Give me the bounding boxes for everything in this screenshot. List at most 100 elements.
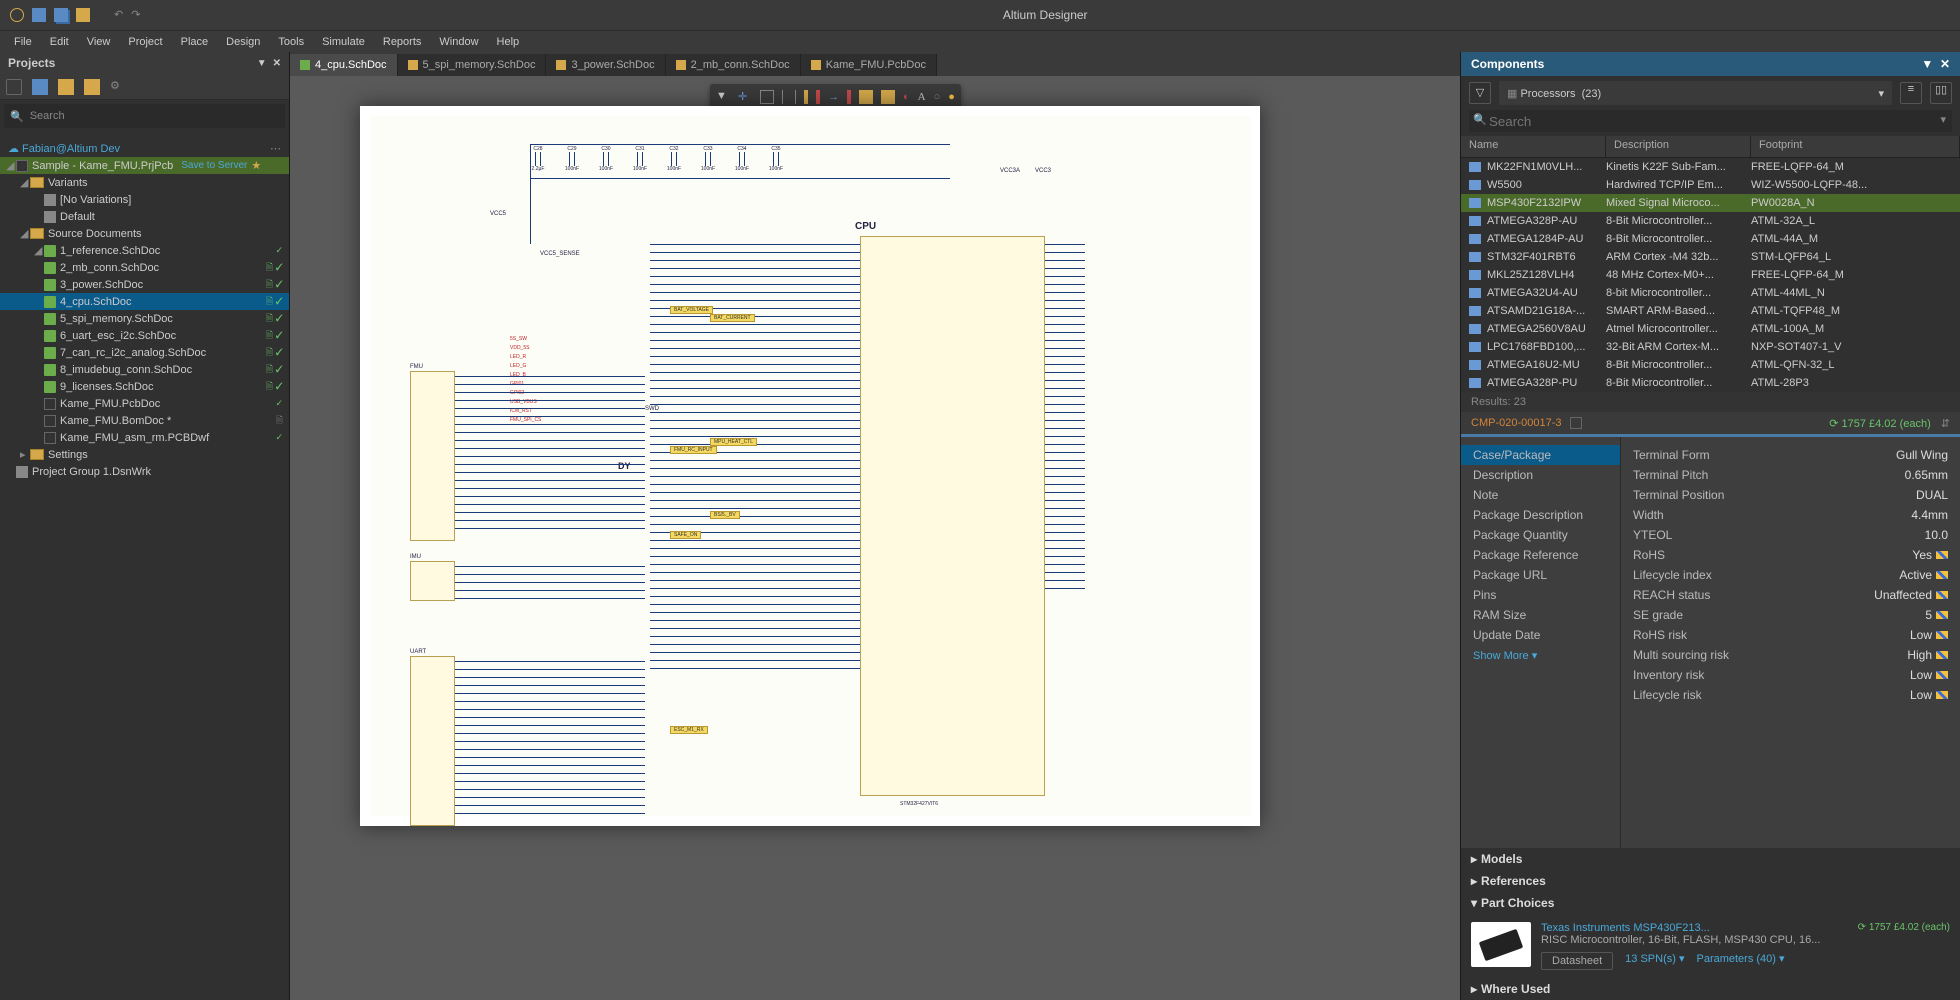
param-Update Date[interactable]: Update Date xyxy=(1473,625,1608,645)
menu-reports[interactable]: Reports xyxy=(375,34,430,50)
redo-icon[interactable]: ↷ xyxy=(131,8,140,22)
spn-link[interactable]: 13 SPN(s) ▾ xyxy=(1625,952,1684,970)
component-row[interactable]: ATMEGA1284P-AU8-Bit Microcontroller...AT… xyxy=(1461,230,1960,248)
tab-Kame_FMU.PcbDoc[interactable]: Kame_FMU.PcbDoc xyxy=(801,54,937,76)
save-all-icon[interactable] xyxy=(54,8,68,22)
part-choices-section[interactable]: ▾ Part Choices xyxy=(1461,892,1960,914)
compile-icon[interactable] xyxy=(32,79,48,95)
menu-project[interactable]: Project xyxy=(120,34,170,50)
param-Package Reference[interactable]: Package Reference xyxy=(1473,545,1608,565)
menu-file[interactable]: File xyxy=(6,34,40,50)
tree-5_spi_memory.SchDoc[interactable]: 5_spi_memory.SchDoc🗎 ✓ xyxy=(0,310,289,327)
tree-8_imudebug_conn.SchDoc[interactable]: 8_imudebug_conn.SchDoc🗎 ✓ xyxy=(0,361,289,378)
close-panel-icon[interactable]: ✕ xyxy=(1940,57,1950,71)
menu-simulate[interactable]: Simulate xyxy=(314,34,373,50)
checkbox-icon[interactable] xyxy=(1570,417,1582,429)
models-section[interactable]: ▸ Models xyxy=(1461,848,1960,870)
menu-place[interactable]: Place xyxy=(173,34,217,50)
param-Package Quantity[interactable]: Package Quantity xyxy=(1473,525,1608,545)
pin-icon[interactable]: ▼ xyxy=(257,58,267,69)
component-row[interactable]: ATMEGA328P-AU8-Bit Microcontroller...ATM… xyxy=(1461,212,1960,230)
folder-icon[interactable] xyxy=(58,79,74,95)
tree-9_licenses.SchDoc[interactable]: 9_licenses.SchDoc🗎 ✓ xyxy=(0,378,289,395)
component-row[interactable]: ATMEGA2560V8AUAtmel Microcontroller...AT… xyxy=(1461,320,1960,338)
component-row[interactable]: MK22FN1M0VLH...Kinetis K22F Sub-Fam...FR… xyxy=(1461,158,1960,176)
tab-5_spi_memory.SchDoc[interactable]: 5_spi_memory.SchDoc xyxy=(398,54,547,76)
arrow-icon[interactable]: → xyxy=(828,91,839,103)
tab-4_cpu.SchDoc[interactable]: 4_cpu.SchDoc xyxy=(290,54,398,76)
menu-window[interactable]: Window xyxy=(431,34,486,50)
chip-icon[interactable] xyxy=(859,90,873,104)
component-row[interactable]: MSP430F2132IPWMixed Signal Microco...PW0… xyxy=(1461,194,1960,212)
component-row[interactable]: LPC1768FBD100,...32-Bit ARM Cortex-M...N… xyxy=(1461,338,1960,356)
tree-Kame_FMU.BomDoc *[interactable]: Kame_FMU.BomDoc *🗎 xyxy=(0,412,289,429)
refresh-icon[interactable] xyxy=(6,79,22,95)
funnel-icon[interactable]: ▽ xyxy=(1469,82,1491,104)
param-Description[interactable]: Description xyxy=(1473,465,1608,485)
component-row[interactable]: STM32F401RBT6ARM Cortex -M4 32b...STM-LQ… xyxy=(1461,248,1960,266)
tree-Source Documents[interactable]: ◢Source Documents xyxy=(0,225,289,242)
tree-6_uart_esc_i2c.SchDoc[interactable]: 6_uart_esc_i2c.SchDoc🗎 ✓ xyxy=(0,327,289,344)
menu-tools[interactable]: Tools xyxy=(270,34,312,50)
grid-view-icon[interactable]: ▯▯ xyxy=(1930,82,1952,104)
component-row[interactable]: ATMEGA16U2-MU8-Bit Microcontroller...ATM… xyxy=(1461,356,1960,374)
tree-Variants[interactable]: ◢Variants xyxy=(0,174,289,191)
tree-Sample - Kame_FMU.PrjPcb[interactable]: ◢Sample - Kame_FMU.PrjPcb Save to Server… xyxy=(0,157,289,174)
back-icon[interactable] xyxy=(10,8,24,22)
red-icon[interactable]: ◐ xyxy=(903,91,910,103)
component-row[interactable]: ATSAMD21G18A-...SMART ARM-Based...ATML-T… xyxy=(1461,302,1960,320)
menu-help[interactable]: Help xyxy=(489,34,528,50)
folder2-icon[interactable] xyxy=(84,79,100,95)
param-Note[interactable]: Note xyxy=(1473,485,1608,505)
search-caret-icon[interactable]: ▾ xyxy=(1940,113,1946,126)
projects-search[interactable]: 🔍 Search xyxy=(4,104,285,128)
params-link[interactable]: Parameters (40) ▾ xyxy=(1696,952,1784,970)
tree-Default[interactable]: Default xyxy=(0,208,289,225)
align-icon[interactable] xyxy=(782,90,796,104)
component-search[interactable] xyxy=(1469,110,1952,132)
chip2-icon[interactable] xyxy=(881,90,895,104)
bar2-icon[interactable] xyxy=(816,90,820,104)
open-icon[interactable] xyxy=(76,8,90,22)
param-Case/Package[interactable]: Case/Package xyxy=(1461,445,1620,465)
tab-3_power.SchDoc[interactable]: 3_power.SchDoc xyxy=(546,54,665,76)
bar3-icon[interactable] xyxy=(847,90,851,104)
circle-icon[interactable]: ○ xyxy=(934,91,941,103)
close-icon[interactable]: ✕ xyxy=(273,58,281,69)
component-row[interactable]: W5500Hardwired TCP/IP Em...WIZ-W5500-LQF… xyxy=(1461,176,1960,194)
bar1-icon[interactable] xyxy=(804,90,808,104)
component-row[interactable]: MKL25Z128VLH448 MHz Cortex-M0+...FREE-LQ… xyxy=(1461,266,1960,284)
menu-view[interactable]: View xyxy=(79,34,119,50)
references-section[interactable]: ▸ References xyxy=(1461,870,1960,892)
tree-2_mb_conn.SchDoc[interactable]: 2_mb_conn.SchDoc🗎 ✓ xyxy=(0,259,289,276)
box-icon[interactable] xyxy=(760,90,774,104)
menu-design[interactable]: Design xyxy=(218,34,268,50)
tree-Settings[interactable]: ▸Settings xyxy=(0,446,289,463)
param-Pins[interactable]: Pins xyxy=(1473,585,1608,605)
tree-Kame_FMU.PcbDoc[interactable]: Kame_FMU.PcbDoc✓ xyxy=(0,395,289,412)
tree-4_cpu.SchDoc[interactable]: 4_cpu.SchDoc🗎 ✓ xyxy=(0,293,289,310)
dot-icon[interactable]: ● xyxy=(948,91,955,103)
param-Package Description[interactable]: Package Description xyxy=(1473,505,1608,525)
schematic-canvas[interactable]: CPUC282.2µFC29100nFC30100nFC31100nFC3210… xyxy=(360,106,1260,826)
component-row[interactable]: ATMEGA328P-PU8-Bit Microcontroller...ATM… xyxy=(1461,374,1960,392)
cross-icon[interactable]: ✛ xyxy=(738,90,752,104)
show-more-link[interactable]: Show More ▾ xyxy=(1473,645,1608,662)
tree-Kame_FMU_asm_rm.PCBDwf[interactable]: Kame_FMU_asm_rm.PCBDwf✓ xyxy=(0,429,289,446)
save-icon[interactable] xyxy=(32,8,46,22)
tab-2_mb_conn.SchDoc[interactable]: 2_mb_conn.SchDoc xyxy=(666,54,801,76)
tree-7_can_rc_i2c_analog.SchDoc[interactable]: 7_can_rc_i2c_analog.SchDoc🗎 ✓ xyxy=(0,344,289,361)
undo-icon[interactable]: ↶ xyxy=(114,8,123,22)
tree-3_power.SchDoc[interactable]: 3_power.SchDoc🗎 ✓ xyxy=(0,276,289,293)
expand-icon[interactable]: ⇵ xyxy=(1941,417,1950,430)
list-view-icon[interactable]: ≡ xyxy=(1900,82,1922,104)
dropdown-icon[interactable]: ▼ xyxy=(1921,57,1933,71)
where-used-section[interactable]: ▸ Where Used xyxy=(1461,978,1960,1000)
category-dropdown[interactable]: ▦ Processors (23) ▾ xyxy=(1499,81,1892,105)
tree-Project Group 1.DsnWrk[interactable]: Project Group 1.DsnWrk xyxy=(0,463,289,480)
menu-edit[interactable]: Edit xyxy=(42,34,77,50)
param-Package URL[interactable]: Package URL xyxy=(1473,565,1608,585)
text-icon[interactable]: A xyxy=(918,91,926,103)
param-RAM Size[interactable]: RAM Size xyxy=(1473,605,1608,625)
tree-1_reference.SchDoc[interactable]: ◢1_reference.SchDoc✓ xyxy=(0,242,289,259)
